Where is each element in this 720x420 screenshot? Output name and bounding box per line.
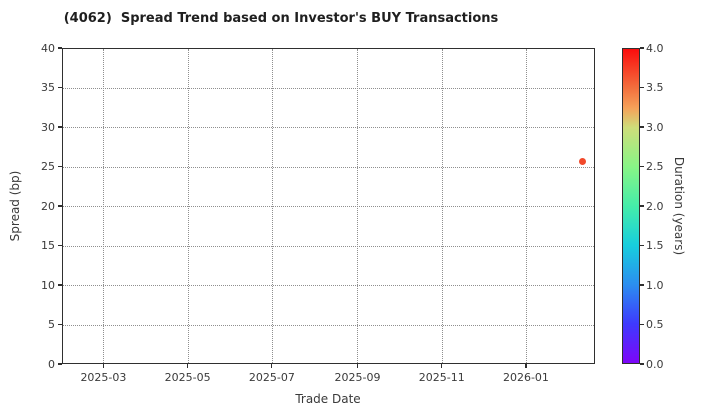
- y-tick-mark: [58, 86, 62, 89]
- colorbar-tick-label: 0.5: [646, 318, 664, 331]
- data-point: [578, 157, 586, 165]
- colorbar-tick-label: 0.0: [646, 357, 664, 371]
- x-tick-mark: [525, 364, 527, 368]
- colorbar-tick-mark: [640, 205, 644, 207]
- colorbar-tick-mark: [640, 165, 644, 168]
- y-tick-mark: [58, 126, 62, 128]
- x-tick-label: 2025-05: [164, 371, 211, 384]
- x-tick-label: 2025-09: [334, 371, 381, 384]
- x-axis-label: Trade Date: [295, 392, 361, 406]
- y-gridline: [63, 245, 594, 247]
- colorbar-tick-mark: [640, 363, 644, 365]
- y-tick-label: 0: [48, 357, 55, 371]
- y-tick-mark: [58, 165, 62, 168]
- colorbar-tick-mark: [640, 86, 644, 89]
- y-tick-label: 10: [41, 278, 55, 292]
- y-tick-label: 40: [41, 41, 55, 55]
- x-tick-mark: [271, 364, 273, 368]
- x-tick-mark: [441, 364, 443, 368]
- x-tick-label: 2025-07: [248, 371, 295, 384]
- colorbar-tick-label: 3.5: [646, 81, 664, 94]
- y-tick-label: 35: [41, 81, 55, 94]
- colorbar-label: Duration (years): [672, 156, 686, 256]
- x-tick-label: 2025-03: [80, 371, 127, 384]
- colorbar-tick-mark: [640, 284, 644, 286]
- colorbar-tick-mark: [640, 47, 644, 49]
- y-tick-mark: [58, 323, 62, 326]
- y-tick-mark: [58, 244, 62, 247]
- chart-title: (4062) Spread Trend based on Investor's …: [63, 11, 499, 26]
- y-tick-label: 15: [41, 239, 55, 252]
- x-tick-mark: [187, 364, 189, 368]
- y-tick-mark: [58, 363, 62, 365]
- x-tick-label: 2026-01: [502, 371, 549, 384]
- plot-area: [62, 48, 595, 364]
- y-gridline: [63, 324, 594, 326]
- colorbar-tick-label: 4.0: [646, 41, 664, 55]
- colorbar-tick-mark: [640, 244, 644, 247]
- y-axis-label: Spread (bp): [8, 170, 22, 242]
- y-gridline: [63, 166, 594, 168]
- y-tick-label: 30: [41, 120, 55, 134]
- colorbar: [622, 48, 640, 364]
- y-tick-label: 5: [48, 318, 55, 331]
- colorbar-tick-mark: [640, 323, 644, 326]
- y-gridline: [63, 285, 594, 286]
- y-tick-mark: [58, 205, 62, 207]
- y-tick-label: 25: [41, 160, 55, 173]
- y-tick-mark: [58, 284, 62, 286]
- colorbar-tick-label: 2.0: [646, 199, 664, 213]
- colorbar-tick-label: 3.0: [646, 120, 664, 134]
- y-gridline: [63, 87, 594, 89]
- x-tick-mark: [356, 364, 359, 368]
- y-gridline: [63, 206, 594, 207]
- colorbar-tick-label: 2.5: [646, 160, 664, 173]
- colorbar-tick-mark: [640, 126, 644, 128]
- colorbar-tick-label: 1.5: [646, 239, 664, 252]
- x-tick-mark: [102, 364, 104, 368]
- x-tick-label: 2025-11: [418, 371, 465, 384]
- y-gridline: [63, 127, 594, 128]
- y-tick-label: 20: [41, 199, 55, 213]
- y-tick-mark: [58, 47, 62, 49]
- colorbar-tick-label: 1.0: [646, 278, 664, 292]
